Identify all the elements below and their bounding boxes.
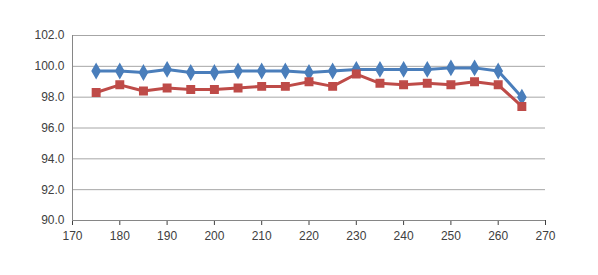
svg-text:98.0: 98.0	[41, 90, 65, 104]
svg-text:102.0: 102.0	[34, 28, 64, 42]
svg-text:220: 220	[299, 229, 319, 243]
svg-text:170: 170	[62, 229, 82, 243]
svg-text:240: 240	[394, 229, 414, 243]
svg-text:260: 260	[488, 229, 508, 243]
svg-text:190: 190	[157, 229, 177, 243]
svg-text:200: 200	[204, 229, 224, 243]
svg-text:250: 250	[441, 229, 461, 243]
svg-text:90.0: 90.0	[41, 213, 65, 227]
svg-text:96.0: 96.0	[41, 121, 65, 135]
svg-text:210: 210	[252, 229, 272, 243]
svg-text:270: 270	[535, 229, 555, 243]
svg-text:180: 180	[110, 229, 130, 243]
svg-text:94.0: 94.0	[41, 152, 65, 166]
svg-text:100.0: 100.0	[34, 59, 64, 73]
svg-text:92.0: 92.0	[41, 183, 65, 197]
svg-text:230: 230	[346, 229, 366, 243]
